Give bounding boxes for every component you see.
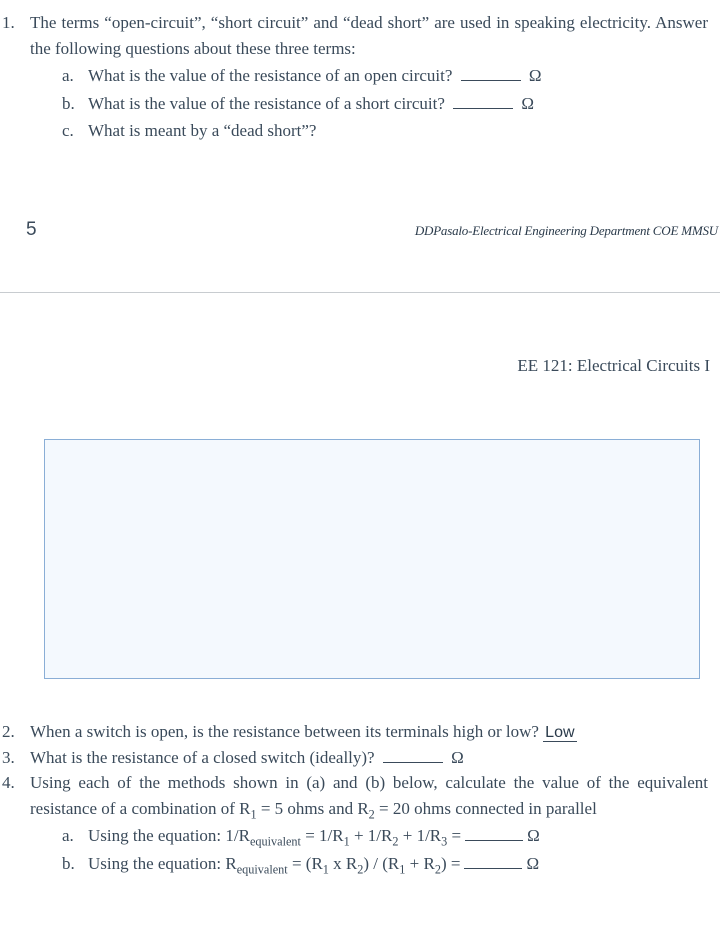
eq-part: + 1/R bbox=[399, 826, 442, 845]
eq-part: = (R bbox=[288, 854, 323, 873]
question-1: 1. The terms “open-circuit”, “short circ… bbox=[0, 10, 720, 144]
sub-prompt: What is the value of the resistance of a… bbox=[88, 94, 445, 113]
sub-prompt: What is the value of the resistance of a… bbox=[88, 66, 452, 85]
question-number: 3. bbox=[0, 745, 30, 771]
eq-part: ) / (R bbox=[363, 854, 399, 873]
question-number: 4. bbox=[0, 770, 30, 821]
question-text: When a switch is open, is the resistance… bbox=[30, 719, 708, 745]
sub-text: What is meant by a “dead short”? bbox=[88, 118, 708, 144]
page-footer: 5 DDPasalo-Electrical Engineering Depart… bbox=[0, 146, 720, 245]
figure-placeholder bbox=[44, 439, 700, 679]
sub-letter: b. bbox=[62, 91, 88, 117]
course-title: EE 121: Electrical Circuits I bbox=[0, 353, 720, 379]
question-4a: a. Using the equation: 1/Requivalent = 1… bbox=[62, 823, 708, 849]
answer-blank[interactable] bbox=[453, 92, 513, 109]
unit-ohm: Ω bbox=[527, 826, 540, 845]
eq-part: = bbox=[447, 826, 461, 845]
answer-blank[interactable] bbox=[464, 852, 522, 869]
eq-part: + R bbox=[405, 854, 434, 873]
q4-mid1: = 5 ohms and R bbox=[257, 799, 369, 818]
sub-text: Using the equation: 1/Requivalent = 1/R1… bbox=[88, 823, 708, 849]
answer-blank[interactable] bbox=[383, 746, 443, 763]
questions-block: 2. When a switch is open, is the resista… bbox=[0, 719, 720, 877]
question-text: What is the resistance of a closed switc… bbox=[30, 745, 708, 771]
answer-filled: Low bbox=[543, 724, 576, 742]
page-divider bbox=[0, 292, 720, 293]
sub-letter: a. bbox=[62, 823, 88, 849]
question-1-main: 1. The terms “open-circuit”, “short circ… bbox=[0, 10, 708, 61]
question-4: 4. Using each of the methods shown in (a… bbox=[0, 770, 708, 821]
question-number: 2. bbox=[0, 719, 30, 745]
eq-part: x R bbox=[329, 854, 357, 873]
department-line: DDPasalo-Electrical Engineering Departme… bbox=[415, 221, 718, 241]
question-prompt: When a switch is open, is the resistance… bbox=[30, 722, 539, 741]
eq-part: + 1/R bbox=[350, 826, 393, 845]
question-text: The terms “open-circuit”, “short circuit… bbox=[30, 10, 708, 61]
question-2: 2. When a switch is open, is the resista… bbox=[0, 719, 708, 745]
unit-ohm: Ω bbox=[526, 854, 539, 873]
subscript: equivalent bbox=[250, 834, 301, 848]
sub-letter: c. bbox=[62, 118, 88, 144]
sub-letter: b. bbox=[62, 851, 88, 877]
q4-mid2: = 20 ohms connected in parallel bbox=[375, 799, 597, 818]
question-4-sublist: a. Using the equation: 1/Requivalent = 1… bbox=[0, 823, 708, 876]
answer-blank[interactable] bbox=[461, 64, 521, 81]
eq-part: = 1/R bbox=[301, 826, 344, 845]
question-number: 1. bbox=[0, 10, 30, 61]
sub-letter: a. bbox=[62, 63, 88, 89]
question-1c: c. What is meant by a “dead short”? bbox=[62, 118, 708, 144]
subscript: equivalent bbox=[237, 862, 288, 876]
question-prompt: What is the resistance of a closed switc… bbox=[30, 748, 375, 767]
eq-part: ) = bbox=[441, 854, 461, 873]
question-1b: b. What is the value of the resistance o… bbox=[62, 91, 708, 117]
eq-part: Using the equation: R bbox=[88, 854, 237, 873]
sub-text: What is the value of the resistance of a… bbox=[88, 63, 708, 89]
unit-ohm: Ω bbox=[529, 66, 542, 85]
unit-ohm: Ω bbox=[521, 94, 534, 113]
question-1a: a. What is the value of the resistance o… bbox=[62, 63, 708, 89]
sub-text: What is the value of the resistance of a… bbox=[88, 91, 708, 117]
answer-blank[interactable] bbox=[465, 824, 523, 841]
page-number: 5 bbox=[26, 216, 37, 245]
question-text: Using each of the methods shown in (a) a… bbox=[30, 770, 708, 821]
question-4b: b. Using the equation: Requivalent = (R1… bbox=[62, 851, 708, 877]
unit-ohm: Ω bbox=[451, 748, 464, 767]
sub-text: Using the equation: Requivalent = (R1 x … bbox=[88, 851, 708, 877]
question-3: 3. What is the resistance of a closed sw… bbox=[0, 745, 708, 771]
document-page: 1. The terms “open-circuit”, “short circ… bbox=[0, 0, 720, 876]
eq-part: Using the equation: 1/R bbox=[88, 826, 250, 845]
question-1-sublist: a. What is the value of the resistance o… bbox=[0, 63, 708, 144]
